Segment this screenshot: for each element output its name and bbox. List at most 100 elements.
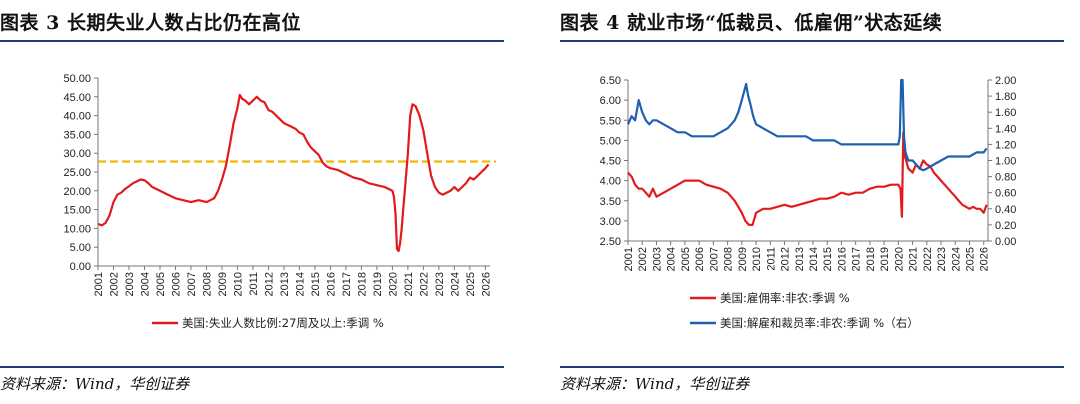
x-tick-label: 2011 (765, 247, 777, 271)
x-tick-label: 2017 (341, 272, 353, 296)
x-tick-label: 2026 (480, 272, 492, 296)
x-tick-label: 2002 (637, 247, 649, 271)
y-tick-label: 4.00 (600, 176, 621, 188)
x-tick-label: 2022 (418, 272, 430, 296)
x-tick-label: 2014 (294, 272, 306, 296)
right-title-rule (560, 40, 1064, 42)
x-tick-label: 2006 (170, 272, 182, 296)
x-tick-label: 2016 (836, 247, 848, 271)
x-tick-label: 2007 (186, 272, 198, 296)
right-bottom-rule (560, 366, 1064, 368)
x-tick-label: 2001 (623, 247, 635, 271)
y-tick-label: 3.00 (600, 216, 621, 228)
y-tick-label: 6.00 (600, 95, 621, 107)
y-tick-label: 30.00 (63, 148, 91, 160)
series-line-1 (627, 131, 988, 226)
y-tick-label: 3.50 (600, 196, 621, 208)
y-tick-label: 6.50 (600, 75, 621, 87)
x-tick-label: 2011 (248, 272, 260, 296)
y-tick-label: 5.50 (600, 115, 621, 127)
y-tick-label: 35.00 (63, 129, 91, 141)
y2-tick-label: 0.00 (995, 236, 1016, 248)
x-tick-label: 2021 (908, 247, 920, 271)
y-tick-label: 2.50 (600, 236, 621, 248)
x-tick-label: 2015 (310, 272, 322, 296)
x-tick-label: 2013 (279, 272, 291, 296)
x-tick-label: 2003 (651, 247, 663, 271)
x-tick-label: 2001 (93, 272, 105, 296)
x-tick-label: 2008 (723, 247, 735, 271)
y-tick-label: 10.00 (63, 223, 91, 235)
x-tick-label: 2004 (139, 272, 151, 296)
x-tick-label: 2021 (403, 272, 415, 296)
left-chart-title: 图表 3 长期失业人数占比仍在高位 (0, 12, 301, 34)
y2-tick-label: 2.00 (995, 75, 1016, 87)
y2-tick-label: 1.20 (995, 139, 1016, 151)
x-tick-label: 2016 (325, 272, 337, 296)
x-tick-label: 2009 (737, 247, 749, 271)
x-tick-label: 2025 (965, 247, 977, 271)
x-tick-label: 2005 (155, 272, 167, 296)
y2-tick-label: 1.80 (995, 91, 1016, 103)
x-tick-label: 2020 (387, 272, 399, 296)
y-tick-label: 25.00 (63, 167, 91, 179)
x-tick-label: 2020 (893, 247, 905, 271)
x-tick-label: 2018 (356, 272, 368, 296)
x-tick-label: 2023 (434, 272, 446, 296)
y2-tick-label: 0.80 (995, 172, 1016, 184)
x-tick-label: 2003 (124, 272, 136, 296)
x-tick-label: 2007 (708, 247, 720, 271)
x-tick-label: 2009 (217, 272, 229, 296)
x-tick-label: 2014 (808, 247, 820, 271)
x-tick-label: 2018 (865, 247, 877, 271)
x-tick-label: 2013 (794, 247, 806, 271)
x-tick-label: 2012 (263, 272, 275, 296)
left-panel: 图表 3 长期失业人数占比仍在高位 0.00 5.00 10.00 15.00 20.0… (0, 0, 520, 404)
x-tick-label: 2005 (680, 247, 692, 271)
x-tick-label: 2015 (822, 247, 834, 271)
x-tick-label: 2019 (879, 247, 891, 271)
x-tick-label: 2024 (449, 272, 461, 296)
legend-label-1: 美国:失业人数比例:27周及以上:季调 % (182, 316, 384, 330)
y-tick-label: 15.00 (63, 205, 91, 217)
series-line-2 (626, 78, 988, 172)
x-tick-label: 2024 (950, 247, 962, 271)
y-tick-label: 40.00 (63, 111, 91, 123)
right-chart-title: 图表 4 就业市场“低裁员、低雇佣”状态延续 (560, 12, 943, 34)
y-tick-label: 45.00 (63, 92, 91, 104)
y2-tick-label: 0.60 (995, 188, 1016, 200)
y-tick-label: 5.00 (70, 242, 91, 254)
x-tick-label: 2008 (201, 272, 213, 296)
y-tick-label: 5.00 (600, 135, 621, 147)
y-tick-label: 0.00 (70, 261, 91, 273)
y2-tick-label: 0.20 (995, 220, 1016, 232)
x-tick-label: 2023 (936, 247, 948, 271)
x-tick-label: 2006 (694, 247, 706, 271)
x-tick-label: 2004 (666, 247, 678, 271)
x-tick-label: 2010 (751, 247, 763, 271)
x-tick-label: 2025 (465, 272, 477, 296)
y-tick-label: 50.00 (63, 73, 91, 85)
x-tick-label: 2002 (108, 272, 120, 296)
x-tick-label: 2010 (232, 272, 244, 296)
x-tick-label: 2022 (922, 247, 934, 271)
left-chart: 0.00 5.00 10.00 15.00 20.00 25.00 30.00 35.00 40… (63, 73, 496, 330)
y2-tick-label: 0.40 (995, 204, 1016, 216)
y2-tick-label: 1.60 (995, 107, 1016, 119)
y2-tick-label: 1.40 (995, 123, 1016, 135)
right-source-note: 资料来源：Wind，华创证券 (560, 375, 750, 393)
legend-label-2: 美国:解雇和裁员率:非农:季调 %（右） (720, 316, 919, 330)
x-tick-label: 2019 (372, 272, 384, 296)
legend-label-1: 美国:雇佣率:非农:季调 % (720, 291, 850, 305)
right-chart: 2.50 3.00 3.50 4.00 4.50 5.00 5.50 6.00 6.50 0.00… (600, 75, 1017, 330)
left-source-note: 资料来源：Wind，华创证券 (0, 375, 190, 393)
right-panel: 图表 4 就业市场“低裁员、低雇佣”状态延续 2.50 3.00 3.50 4.00 4… (560, 0, 1080, 404)
y-tick-label: 20.00 (63, 186, 91, 198)
left-title-rule (0, 40, 504, 42)
left-bottom-rule (0, 366, 504, 368)
x-tick-label: 2012 (780, 247, 792, 271)
x-tick-label: 2017 (851, 247, 863, 271)
x-tick-label: 2026 (979, 247, 991, 271)
series-line-1 (97, 93, 490, 253)
y2-tick-label: 1.00 (995, 156, 1016, 168)
